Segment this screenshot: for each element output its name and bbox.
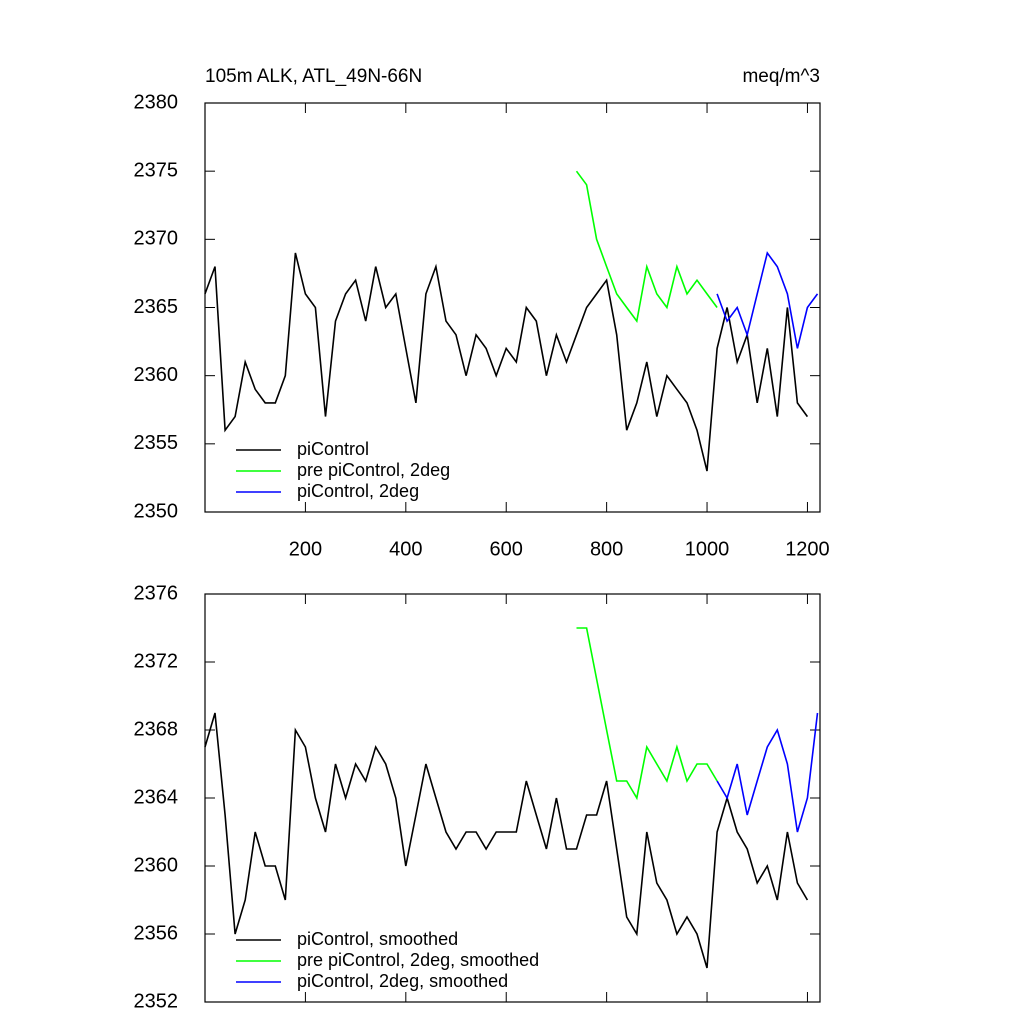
y-tick-label: 2370 (134, 228, 179, 250)
y-tick-label: 2352 (134, 990, 179, 1012)
y-tick-label: 2350 (134, 500, 179, 522)
y-tick-label: 2368 (134, 718, 179, 740)
plot-frame (204, 102, 821, 513)
chart-title: 105m ALK, ATL_49N-66N (205, 66, 422, 87)
x-tick-label: 1200 (785, 538, 830, 560)
plot-frame (204, 593, 821, 1003)
series-line (204, 712, 809, 969)
x-tick-label: 200 (289, 538, 322, 560)
y-tick-label: 2372 (134, 650, 179, 672)
legend-label: piControl, 2deg (297, 481, 419, 501)
legend-label: pre piControl, 2deg (297, 460, 450, 480)
x-tick-label: 400 (389, 538, 422, 560)
y-tick-label: 2355 (134, 432, 179, 454)
y-tick-label: 2360 (134, 854, 179, 876)
x-tick-label: 1000 (685, 538, 730, 560)
legend-label: piControl, 2deg, smoothed (297, 971, 508, 991)
y-tick-label: 2376 (134, 582, 179, 604)
legend-label: piControl (297, 439, 369, 459)
series-line (716, 251, 819, 349)
series-line (716, 712, 819, 833)
y-tick-label: 2364 (134, 786, 179, 808)
x-tick-label: 600 (490, 538, 523, 560)
y-tick-label: 2365 (134, 296, 179, 318)
series-line (575, 170, 718, 324)
y-tick-label: 2375 (134, 159, 179, 181)
y-tick-label: 2380 (134, 91, 179, 113)
legend-label: piControl, smoothed (297, 929, 458, 949)
series-line (204, 252, 809, 472)
x-tick-label: 800 (590, 538, 623, 560)
y-tick-label: 2360 (134, 364, 179, 386)
y-tick-label: 2356 (134, 922, 179, 944)
series-line (576, 627, 718, 801)
units-label: meq/m^3 (742, 66, 820, 87)
legend-label: pre piControl, 2deg, smoothed (297, 950, 539, 970)
